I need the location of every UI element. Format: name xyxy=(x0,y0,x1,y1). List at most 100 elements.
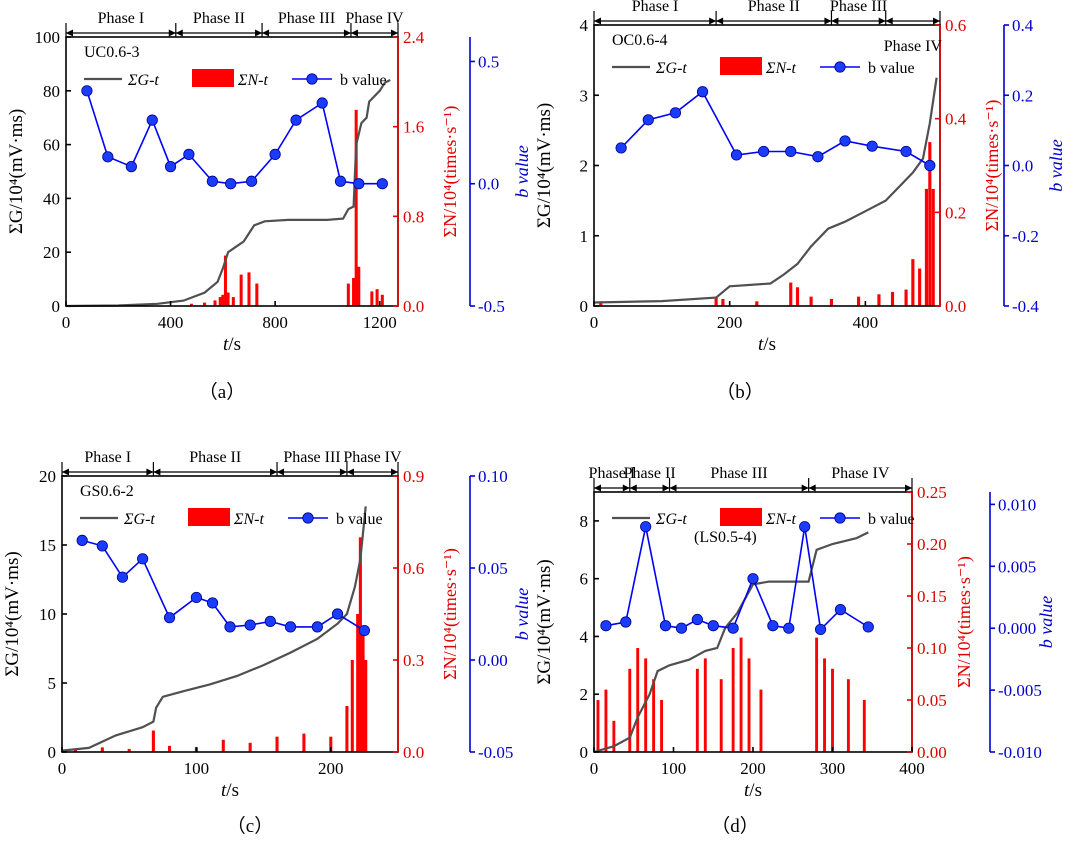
sn-bar xyxy=(350,660,354,752)
sn-bar xyxy=(660,700,664,752)
y-blue-axis-label: b value xyxy=(512,588,532,640)
b-value-marker xyxy=(659,620,672,632)
legend-sn-label: ΣN-t xyxy=(237,72,269,89)
phase-arrow-head xyxy=(391,29,398,37)
y-blue-axis-label: b value xyxy=(1046,139,1065,191)
y-left-axis-label: ΣG/10⁴(mV·ms) xyxy=(534,103,555,228)
sn-bar xyxy=(356,614,360,752)
phase-label: Phase I xyxy=(98,10,145,27)
sn-bar xyxy=(612,720,616,752)
sn-bar xyxy=(361,629,365,752)
sn-bar xyxy=(352,277,356,306)
sn-bar xyxy=(755,301,759,306)
b-value-marker xyxy=(116,571,129,583)
b-value-marker xyxy=(183,148,195,160)
x-tick-label: 400 xyxy=(899,759,925,778)
phase-label: Phase IV xyxy=(831,465,890,482)
sn-bar xyxy=(890,291,895,306)
y-left-tick-label: 0 xyxy=(580,743,589,762)
b-value-marker xyxy=(225,178,237,190)
b-value-marker xyxy=(311,621,323,633)
b-value-marker xyxy=(669,107,682,119)
phase-label: Phase II xyxy=(189,449,241,466)
y-blue-tick-label: 0.0 xyxy=(478,175,499,194)
sn-bar xyxy=(829,298,834,306)
b-value-marker xyxy=(675,622,688,634)
legend-b-marker xyxy=(306,73,318,85)
panel-caption: （a） xyxy=(199,381,245,403)
y-blue-tick-label: 0.5 xyxy=(478,52,499,71)
x-tick-label: 800 xyxy=(262,313,288,332)
sn-bar xyxy=(636,648,640,752)
sn-bar xyxy=(714,296,718,306)
phase-arrow-head xyxy=(594,484,601,492)
sn-bar xyxy=(226,292,230,306)
legend-sn-swatch xyxy=(188,508,230,526)
y-left-tick-label: 20 xyxy=(39,467,56,486)
sn-bar xyxy=(100,747,104,752)
y-left-axis-label: ΣG/10⁴(mV·ms) xyxy=(2,551,23,676)
sample-id: OC0.6-4 xyxy=(612,32,668,49)
y-left-axis-label: ΣG/10⁴(mV·ms) xyxy=(534,559,555,684)
b-value-marker xyxy=(164,161,177,173)
sn-bar xyxy=(346,283,350,306)
y-red-tick-label: 0.15 xyxy=(917,587,947,606)
phase-arrow-head xyxy=(824,17,832,25)
phase-arrow-head xyxy=(831,17,839,25)
phase-arrow-head xyxy=(933,17,940,25)
sn-bar xyxy=(862,700,866,752)
y-left-tick-label: 2 xyxy=(580,157,589,176)
panel-a: 0 400 800 1200 0 20 40 60 80 100 0.0 0.8 1.6 2.4 -0.5 0… xyxy=(6,10,532,403)
sn-bar xyxy=(596,700,600,752)
b-value-marker xyxy=(264,615,276,627)
b-value-line xyxy=(81,539,365,632)
b-value-marker xyxy=(727,622,739,634)
b-value-marker xyxy=(376,178,388,190)
legend-sn-label: ΣN-t xyxy=(765,60,797,77)
y-red-tick-label: 0.20 xyxy=(917,535,947,554)
b-value-marker xyxy=(767,620,779,632)
y-red-axis-label: ΣN/10⁴(times·s⁻¹) xyxy=(954,556,975,688)
panel-caption: （d） xyxy=(711,815,759,837)
b-value-marker xyxy=(758,145,770,158)
y-left-tick-label: 4 xyxy=(580,16,589,35)
sn-bar xyxy=(721,298,725,306)
b-value-marker xyxy=(290,114,302,126)
y-red-tick-label: 0.0 xyxy=(403,743,424,762)
sn-bar xyxy=(345,706,349,752)
y-left-tick-label: 40 xyxy=(43,189,60,208)
sn-bar xyxy=(644,658,648,752)
y-left-tick-label: 0 xyxy=(580,297,589,316)
panel-d: 0 100 200 300 400 0 2 4 6 8 0.00 0.05 0.10 0.15 0.20 0.… xyxy=(534,465,1056,837)
sample-id: (LS0.5-4) xyxy=(694,529,757,546)
b-value-marker xyxy=(783,622,795,634)
sn-bar xyxy=(151,730,155,752)
sn-bar xyxy=(911,259,915,306)
sn-bar xyxy=(357,266,361,306)
phase-arrow-head xyxy=(343,29,351,37)
y-left-tick-label: 1 xyxy=(580,227,589,246)
b-value-marker xyxy=(190,591,202,604)
legend-b-label: b value xyxy=(868,511,915,528)
y-left-tick-label: 0 xyxy=(52,297,61,316)
phase-arrow-head xyxy=(716,17,724,25)
x-tick-label: 100 xyxy=(661,759,687,778)
sn-bar xyxy=(739,637,743,752)
x-axis-label: t/s xyxy=(223,334,241,355)
y-red-tick-label: 1.6 xyxy=(403,118,424,137)
phase-label: Phase I xyxy=(632,0,679,15)
b-value-marker xyxy=(900,145,912,158)
phase-arrow-head xyxy=(153,468,161,476)
y-red-tick-label: 2.4 xyxy=(403,28,425,47)
legend-sg-label: ΣG-t xyxy=(127,72,159,89)
y-left-tick-label: 6 xyxy=(580,570,589,589)
legend-sn-label: ΣN-t xyxy=(765,511,797,528)
legend-sg-label: ΣG-t xyxy=(655,511,687,528)
b-value-line xyxy=(620,90,931,167)
b-value-marker xyxy=(812,151,824,163)
sn-bar xyxy=(231,297,235,306)
sn-bar xyxy=(329,736,333,752)
phase-label: Phase II xyxy=(624,465,676,482)
sn-bar xyxy=(375,289,379,306)
b-value-marker xyxy=(620,616,632,628)
